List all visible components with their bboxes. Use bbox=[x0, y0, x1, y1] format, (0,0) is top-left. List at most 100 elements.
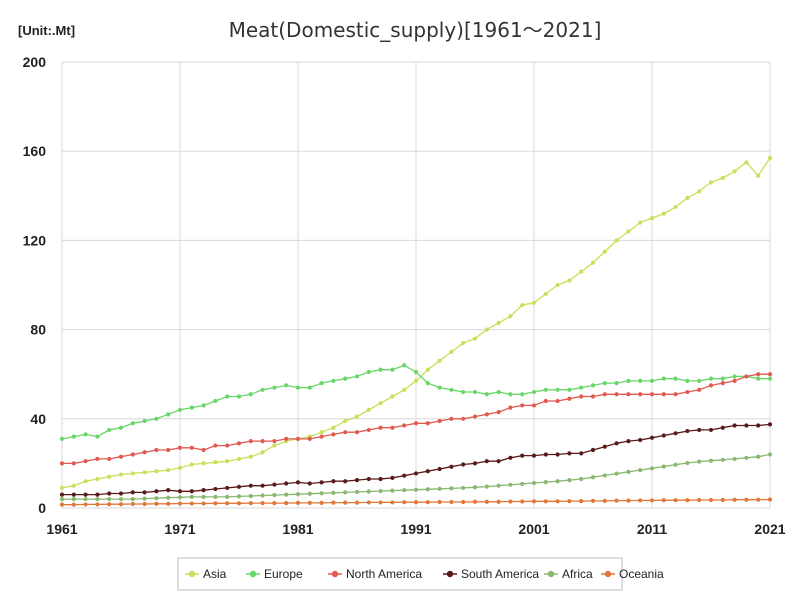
data-point-africa bbox=[626, 469, 631, 474]
legend-label: Africa bbox=[562, 567, 593, 581]
data-point-europe bbox=[307, 385, 312, 390]
data-point-europe bbox=[708, 376, 714, 381]
data-point-south-america bbox=[449, 464, 454, 469]
data-point-europe bbox=[638, 378, 643, 383]
data-point-north-america bbox=[614, 392, 619, 397]
data-point-oceania bbox=[579, 498, 584, 504]
legend-swatch-marker bbox=[604, 570, 612, 578]
data-point-africa bbox=[590, 475, 596, 480]
data-point-asia bbox=[213, 460, 218, 465]
data-point-oceania bbox=[354, 500, 360, 505]
data-point-europe bbox=[390, 367, 395, 372]
series-africa bbox=[59, 452, 773, 502]
data-point-europe bbox=[649, 378, 655, 383]
data-point-africa bbox=[107, 496, 112, 502]
data-point-europe bbox=[496, 389, 501, 395]
data-point-oceania bbox=[248, 500, 253, 506]
data-point-africa bbox=[685, 460, 690, 466]
data-point-africa bbox=[402, 488, 407, 493]
data-point-north-america bbox=[248, 439, 253, 444]
legend-item-europe: Europe bbox=[246, 567, 303, 581]
data-point-south-america bbox=[508, 455, 513, 460]
data-point-south-america bbox=[756, 423, 761, 428]
legend-label: South America bbox=[461, 567, 539, 581]
data-point-oceania bbox=[673, 498, 678, 503]
data-point-north-america bbox=[437, 418, 442, 424]
data-point-africa bbox=[331, 490, 336, 495]
legend: Asia Europe North America South America Afri… bbox=[185, 567, 664, 581]
data-point-asia bbox=[354, 414, 360, 419]
data-point-oceania bbox=[685, 498, 690, 503]
data-point-oceania bbox=[590, 498, 596, 503]
data-point-africa bbox=[142, 496, 147, 501]
x-tick-label: 2021 bbox=[754, 521, 785, 537]
data-point-oceania bbox=[95, 502, 100, 507]
data-point-oceania bbox=[461, 499, 466, 505]
data-point-south-america bbox=[130, 490, 135, 495]
data-point-oceania bbox=[295, 500, 301, 505]
data-point-south-america bbox=[567, 451, 572, 456]
data-point-south-america bbox=[378, 476, 383, 482]
data-point-europe bbox=[685, 378, 690, 383]
data-point-oceania bbox=[177, 501, 183, 506]
data-point-oceania bbox=[555, 499, 560, 504]
data-point-south-america bbox=[484, 459, 489, 464]
data-point-europe bbox=[319, 381, 324, 386]
data-point-europe bbox=[225, 394, 230, 399]
data-point-asia bbox=[260, 450, 265, 455]
data-point-oceania bbox=[508, 499, 513, 504]
data-point-europe bbox=[484, 392, 489, 397]
data-point-oceania bbox=[697, 497, 702, 503]
data-point-north-america bbox=[602, 392, 607, 397]
data-point-europe bbox=[567, 387, 572, 392]
data-point-africa bbox=[366, 489, 371, 494]
data-point-oceania bbox=[638, 498, 643, 503]
data-point-north-america bbox=[720, 381, 725, 386]
data-point-south-america bbox=[402, 473, 407, 478]
data-point-africa bbox=[295, 492, 301, 497]
data-point-south-america bbox=[142, 490, 147, 495]
data-point-asia bbox=[142, 470, 147, 475]
data-point-europe bbox=[166, 412, 171, 417]
data-point-oceania bbox=[732, 497, 737, 502]
data-point-north-america bbox=[661, 392, 666, 397]
data-point-south-america bbox=[602, 444, 607, 449]
data-point-asia bbox=[767, 155, 773, 160]
data-point-north-america bbox=[366, 427, 371, 433]
series-europe bbox=[59, 363, 773, 441]
data-point-south-america bbox=[720, 425, 725, 430]
data-point-africa bbox=[166, 495, 171, 500]
data-point-oceania bbox=[378, 500, 383, 505]
data-point-europe bbox=[295, 385, 301, 390]
data-point-north-america bbox=[732, 378, 737, 383]
data-point-africa bbox=[354, 489, 360, 495]
data-point-south-america bbox=[213, 486, 218, 492]
data-point-africa bbox=[579, 476, 584, 482]
data-point-asia bbox=[756, 173, 761, 178]
data-point-north-america bbox=[378, 425, 383, 430]
data-point-asia bbox=[107, 474, 112, 479]
data-point-oceania bbox=[602, 498, 607, 503]
data-point-north-america bbox=[130, 452, 135, 457]
data-point-north-america bbox=[685, 389, 690, 395]
data-point-europe bbox=[118, 425, 124, 430]
data-point-oceania bbox=[118, 502, 124, 507]
data-point-asia bbox=[531, 300, 537, 305]
data-point-north-america bbox=[555, 398, 560, 404]
data-point-south-america bbox=[319, 480, 324, 485]
data-point-asia bbox=[413, 378, 419, 383]
data-point-oceania bbox=[260, 500, 265, 506]
data-point-europe bbox=[260, 387, 265, 392]
data-point-asia bbox=[472, 336, 478, 341]
data-point-africa bbox=[449, 486, 454, 491]
data-point-south-america bbox=[626, 439, 631, 444]
data-point-north-america bbox=[260, 439, 265, 444]
data-point-asia bbox=[118, 472, 124, 477]
data-point-oceania bbox=[343, 500, 348, 505]
data-point-north-america bbox=[697, 387, 702, 392]
data-point-south-america bbox=[248, 483, 253, 488]
data-point-asia bbox=[236, 456, 242, 462]
data-point-africa bbox=[744, 455, 749, 460]
data-point-asia bbox=[520, 302, 525, 308]
